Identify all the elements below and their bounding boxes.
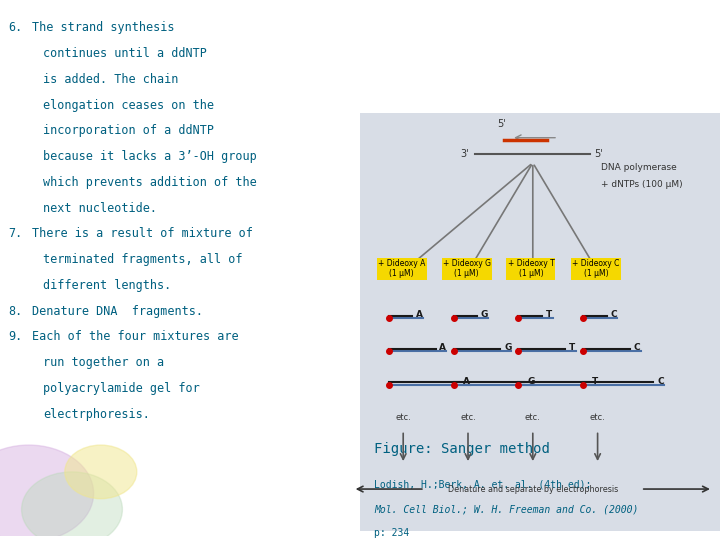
Text: elongation ceases on the: elongation ceases on the bbox=[43, 99, 215, 112]
Text: + Dideoxy T
(1 μM): + Dideoxy T (1 μM) bbox=[508, 259, 554, 279]
Text: T: T bbox=[546, 310, 552, 319]
Text: continues until a ddNTP: continues until a ddNTP bbox=[43, 47, 207, 60]
Text: Denature DNA  fragments.: Denature DNA fragments. bbox=[32, 305, 204, 318]
Text: + dNTPs (100 μM): + dNTPs (100 μM) bbox=[601, 179, 683, 188]
Text: electrphoresis.: electrphoresis. bbox=[43, 408, 150, 421]
Text: Each of the four mixtures are: Each of the four mixtures are bbox=[32, 330, 239, 343]
Text: A: A bbox=[416, 310, 423, 319]
Text: 6.: 6. bbox=[9, 22, 23, 35]
Text: etc.: etc. bbox=[525, 414, 541, 422]
Text: There is a result of mixture of: There is a result of mixture of bbox=[32, 227, 253, 240]
Text: Mol. Cell Biol.; W. H. Freeman and Co. (2000): Mol. Cell Biol.; W. H. Freeman and Co. (… bbox=[374, 504, 639, 514]
Text: Denature and separate by electrophoresis: Denature and separate by electrophoresis bbox=[448, 484, 618, 494]
Text: C: C bbox=[611, 310, 617, 319]
Text: G: G bbox=[504, 343, 511, 353]
Text: because it lacks a 3’-OH group: because it lacks a 3’-OH group bbox=[43, 150, 257, 163]
Text: Lodish, H.;Berk, A. et. al. (4th ed);: Lodish, H.;Berk, A. et. al. (4th ed); bbox=[374, 480, 592, 490]
Text: C: C bbox=[657, 377, 664, 386]
Text: G: G bbox=[481, 310, 488, 319]
Text: incorporation of a ddNTP: incorporation of a ddNTP bbox=[43, 124, 215, 137]
Text: T: T bbox=[569, 343, 575, 353]
Text: etc.: etc. bbox=[460, 414, 476, 422]
Text: etc.: etc. bbox=[590, 414, 606, 422]
Text: p: 234: p: 234 bbox=[374, 528, 410, 538]
Text: + Dideoxy G
(1 μM): + Dideoxy G (1 μM) bbox=[443, 259, 491, 279]
Text: different lengths.: different lengths. bbox=[43, 279, 171, 292]
Text: 3': 3' bbox=[461, 150, 469, 159]
Text: 8.: 8. bbox=[9, 305, 23, 318]
Text: The strand synthesis: The strand synthesis bbox=[32, 22, 175, 35]
Text: A: A bbox=[439, 343, 446, 353]
Text: which prevents addition of the: which prevents addition of the bbox=[43, 176, 257, 189]
Bar bbox=[360, 113, 720, 531]
Text: 5': 5' bbox=[594, 150, 603, 159]
Circle shape bbox=[22, 472, 122, 540]
Text: next nucleotide.: next nucleotide. bbox=[43, 201, 157, 214]
Text: DNA polymerase: DNA polymerase bbox=[601, 163, 677, 172]
Text: A: A bbox=[463, 377, 469, 386]
Text: terminated fragments, all of: terminated fragments, all of bbox=[43, 253, 243, 266]
Text: 5': 5' bbox=[497, 119, 505, 130]
Text: Figure: Sanger method: Figure: Sanger method bbox=[374, 442, 550, 456]
Text: + Dideoxy A
(1 μM): + Dideoxy A (1 μM) bbox=[378, 259, 426, 279]
Text: T: T bbox=[593, 377, 598, 386]
Text: is added. The chain: is added. The chain bbox=[43, 73, 179, 86]
Text: G: G bbox=[527, 377, 535, 386]
Text: C: C bbox=[634, 343, 640, 353]
Text: etc.: etc. bbox=[395, 414, 411, 422]
Text: 9.: 9. bbox=[9, 330, 23, 343]
Text: + Dideoxy C
(1 μM): + Dideoxy C (1 μM) bbox=[572, 259, 620, 279]
Text: polyacrylamide gel for: polyacrylamide gel for bbox=[43, 382, 200, 395]
Circle shape bbox=[65, 445, 137, 499]
Text: 7.: 7. bbox=[9, 227, 23, 240]
Circle shape bbox=[0, 445, 94, 540]
Text: run together on a: run together on a bbox=[43, 356, 164, 369]
